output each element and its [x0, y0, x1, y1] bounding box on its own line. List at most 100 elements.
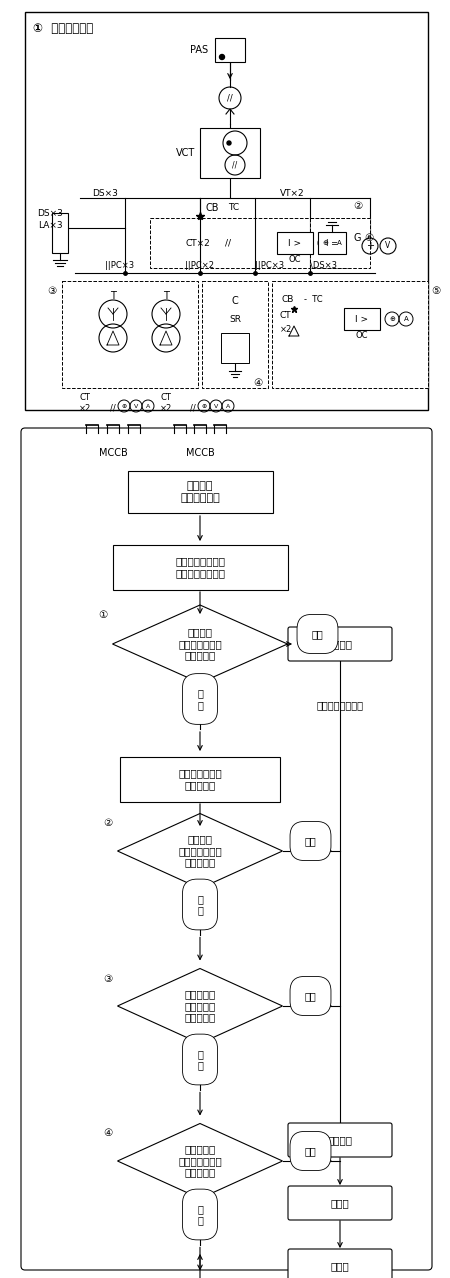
- Text: コンデンサ
系統の地絡調査
異常の有無: コンデンサ 系統の地絡調査 異常の有無: [178, 1144, 222, 1177]
- Text: -  TC: - TC: [304, 294, 323, 303]
- Text: 高圧回路を系統
ごとに分類: 高圧回路を系統 ごとに分類: [178, 768, 222, 790]
- Bar: [127, 472, 273, 512]
- Text: VT×2: VT×2: [280, 188, 305, 198]
- Polygon shape: [117, 969, 283, 1044]
- Text: な
し: な し: [197, 1049, 203, 1070]
- Bar: [150, 219, 350, 268]
- Text: \DS×3: \DS×3: [310, 261, 337, 270]
- Text: I >: I >: [356, 314, 369, 323]
- Text: DS×3: DS×3: [37, 208, 63, 217]
- Text: OC: OC: [289, 256, 301, 265]
- FancyBboxPatch shape: [288, 1186, 392, 1220]
- Text: CT×2: CT×2: [185, 239, 210, 248]
- Text: ③: ③: [103, 974, 112, 984]
- Bar: [202, 281, 268, 389]
- Text: G: G: [354, 233, 361, 243]
- Text: //: //: [190, 404, 196, 413]
- Polygon shape: [117, 1123, 283, 1199]
- Text: A: A: [146, 404, 150, 409]
- Bar: [62, 281, 198, 389]
- Text: ④: ④: [103, 1128, 112, 1139]
- Text: I =: I =: [326, 239, 338, 248]
- Bar: [310, 219, 370, 268]
- Text: CB: CB: [282, 294, 294, 303]
- Text: C: C: [232, 296, 238, 305]
- Text: ⑤: ⑤: [431, 286, 440, 296]
- Text: V: V: [385, 242, 391, 250]
- Text: MCCB: MCCB: [185, 449, 214, 458]
- Text: あり: あり: [305, 990, 316, 1001]
- Text: MCCB: MCCB: [99, 449, 127, 458]
- Circle shape: [227, 141, 231, 144]
- Text: +: +: [366, 242, 374, 250]
- Text: ①: ①: [98, 610, 107, 620]
- Text: CT
×2: CT ×2: [79, 394, 91, 413]
- Bar: [25, 12, 428, 410]
- Text: ||PC×2: ||PC×2: [185, 261, 214, 270]
- Text: //: //: [227, 93, 233, 102]
- Text: 高圧地絡
継電器の動作: 高圧地絡 継電器の動作: [180, 482, 220, 502]
- Text: ③: ③: [48, 286, 57, 296]
- FancyBboxPatch shape: [288, 1123, 392, 1157]
- Text: ⑥: ⑥: [364, 233, 373, 243]
- Text: 変圧器系統
の地絡調査
異常の有無: 変圧器系統 の地絡調査 異常の有無: [184, 989, 216, 1022]
- Text: あり: あり: [305, 1146, 316, 1157]
- Bar: [221, 334, 249, 363]
- Text: ⊕: ⊕: [122, 404, 126, 409]
- Bar: [277, 233, 313, 254]
- Text: あ
り: あ り: [197, 688, 203, 709]
- Text: ×2: ×2: [280, 325, 292, 334]
- Text: OC: OC: [356, 331, 368, 340]
- Text: I >: I >: [288, 239, 302, 248]
- Bar: [272, 281, 428, 389]
- Bar: [318, 233, 346, 254]
- Polygon shape: [112, 604, 288, 682]
- Text: A: A: [404, 316, 409, 322]
- Text: なし: なし: [311, 629, 324, 639]
- Text: 高圧回路
全体の地絡調査
異常の有無: 高圧回路 全体の地絡調査 異常の有無: [178, 627, 222, 661]
- Text: 原因調査: 原因調査: [328, 1135, 352, 1145]
- Text: ⊕: ⊕: [389, 316, 395, 322]
- Text: //: //: [232, 161, 238, 170]
- Text: V: V: [134, 404, 138, 409]
- Text: ②: ②: [353, 201, 363, 211]
- FancyBboxPatch shape: [288, 627, 392, 661]
- Text: ⊕: ⊕: [202, 404, 207, 409]
- Text: ||PC×3: ||PC×3: [105, 261, 134, 270]
- Bar: [215, 38, 245, 63]
- Text: ⊕: ⊕: [322, 240, 328, 245]
- Text: あり: あり: [305, 836, 316, 846]
- Bar: [120, 757, 280, 801]
- Text: ④: ④: [254, 378, 263, 389]
- Text: 高圧母線
系統の地絡調査
異常の有無: 高圧母線 系統の地絡調査 異常の有無: [178, 835, 222, 868]
- Text: 高圧地絡継電器・
遺断器動作の確認: 高圧地絡継電器・ 遺断器動作の確認: [175, 556, 225, 578]
- Text: SR: SR: [229, 314, 241, 323]
- Bar: [200, 128, 260, 178]
- Text: LA×3: LA×3: [38, 221, 62, 230]
- Bar: [112, 544, 288, 589]
- Circle shape: [220, 55, 225, 60]
- Text: T: T: [110, 291, 116, 302]
- Text: な
し: な し: [197, 1204, 203, 1226]
- Text: CT: CT: [280, 312, 292, 321]
- Text: ②: ②: [103, 818, 112, 828]
- Text: //: //: [110, 404, 116, 413]
- Bar: [52, 213, 68, 253]
- Text: T: T: [163, 291, 169, 302]
- Text: DS×3: DS×3: [92, 188, 118, 198]
- Text: A: A: [226, 404, 230, 409]
- Text: CB: CB: [205, 203, 219, 213]
- Text: VCT: VCT: [176, 148, 195, 158]
- Polygon shape: [117, 814, 283, 888]
- FancyBboxPatch shape: [21, 428, 432, 1270]
- Text: A: A: [337, 240, 342, 245]
- Text: 復　旧: 復 旧: [331, 1261, 349, 1272]
- Text: //: //: [225, 239, 231, 248]
- Text: ①  高圧電路全体: ① 高圧電路全体: [33, 22, 93, 35]
- Text: な
し: な し: [197, 893, 203, 915]
- Text: （地絡調査異常）: （地絡調査異常）: [316, 700, 364, 711]
- Text: CT
×2: CT ×2: [160, 394, 172, 413]
- Bar: [344, 308, 380, 330]
- Text: ||PC×3: ||PC×3: [255, 261, 284, 270]
- Text: PAS: PAS: [190, 45, 208, 55]
